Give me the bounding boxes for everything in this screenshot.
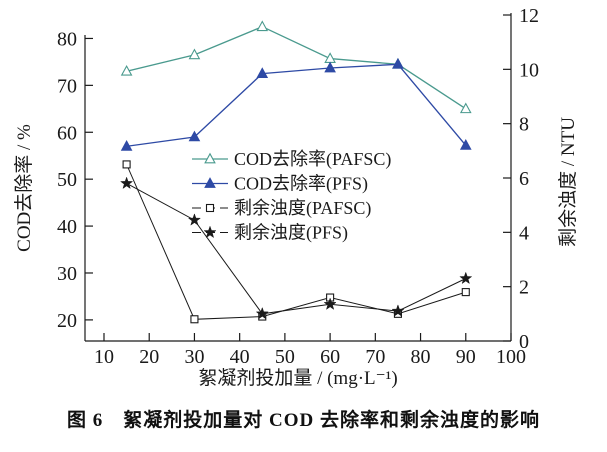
x-tick-label: 100 [496, 346, 526, 368]
left-tick-label: 30 [57, 263, 77, 285]
left-tick-label: 20 [57, 310, 77, 332]
triangle-filled-marker [120, 139, 133, 151]
right-tick-label: 2 [519, 277, 529, 299]
legend-label: 剩余浊度(PAFSC) [234, 198, 371, 219]
x-tick-label: 70 [365, 346, 385, 368]
triangle-filled-marker [459, 139, 472, 150]
x-tick-label: 40 [230, 346, 250, 368]
cod-turbidity-line-chart: 20 30 40 50 60 70 80 0 2 4 6 8 10 12 10 20 30 40 50 60 70 80 9… [13, 5, 579, 389]
square-marker [205, 203, 215, 213]
triangle-open-marker [459, 102, 472, 114]
x-tick-label: 80 [411, 346, 431, 368]
star-marker [323, 297, 337, 310]
star-marker [459, 271, 473, 285]
right-tick-label: 12 [519, 5, 539, 27]
left-tick-label: 50 [57, 169, 77, 191]
series-3 [119, 176, 473, 320]
star-marker [119, 176, 134, 190]
legend-label: COD去除率(PFS) [234, 174, 368, 195]
triangle-open-marker [120, 64, 133, 76]
series-1 [120, 57, 472, 151]
triangle-open-marker [324, 52, 336, 63]
legend-label: 剩余浊度(PFS) [234, 223, 348, 244]
series-line [126, 182, 467, 315]
x-axis-title: 絮凝剂投加量 / (mg·L⁻¹) [198, 367, 397, 389]
legend-item: 剩余浊度(PFS) [192, 223, 348, 244]
series-line [126, 25, 467, 110]
legend-item: COD去除率(PAFSC) [192, 149, 391, 170]
square-marker [122, 160, 131, 169]
series-line [126, 63, 467, 147]
x-tick-label: 10 [94, 346, 114, 368]
right-tick-label: 10 [519, 59, 539, 81]
star-marker [255, 306, 269, 320]
star-marker [203, 225, 217, 239]
right-tick-label: 4 [519, 222, 529, 244]
triangle-open-marker [256, 20, 269, 32]
triangle-filled-marker [392, 57, 404, 69]
left-axis-title: COD去除率 / % [13, 124, 35, 252]
x-tick-label: 60 [320, 346, 340, 368]
x-tick-label: 50 [275, 346, 295, 368]
left-tick-label: 80 [57, 28, 77, 50]
triangle-open-marker [204, 152, 216, 164]
triangle-filled-marker [204, 177, 216, 188]
triangle-filled-marker [256, 67, 269, 78]
right-tick-label: 0 [519, 331, 529, 353]
figure-caption: 图 6 絮凝剂投加量对 COD 去除率和剩余浊度的影响 [67, 410, 540, 431]
series-0 [120, 20, 472, 114]
legend-item: COD去除率(PFS) [192, 174, 368, 195]
left-tick-label: 40 [57, 216, 77, 238]
tick-marks: 20 30 40 50 60 70 80 0 2 4 6 8 10 12 10 20 30 40 50 60 70 80 9… [57, 5, 539, 368]
right-tick-label: 6 [519, 168, 529, 190]
triangle-filled-marker [324, 61, 336, 73]
legend-item: 剩余浊度(PAFSC) [192, 198, 371, 219]
triangle-filled-marker [188, 130, 201, 142]
square-marker [190, 315, 199, 324]
x-tick-label: 20 [139, 346, 159, 368]
star-marker [391, 304, 405, 317]
series-line [126, 164, 466, 320]
legend: COD去除率(PAFSC) COD去除率(PFS) 剩余浊度(PAFSC) 剩余浊度(… [192, 149, 391, 244]
left-tick-label: 70 [57, 75, 77, 97]
x-tick-label: 90 [456, 346, 476, 368]
x-tick-label: 30 [184, 346, 204, 368]
right-tick-label: 8 [519, 114, 529, 136]
left-tick-label: 60 [57, 122, 77, 144]
square-marker [461, 288, 470, 297]
legend-label: COD去除率(PAFSC) [234, 149, 391, 170]
triangle-open-marker [188, 48, 201, 60]
star-marker [187, 213, 202, 226]
right-axis-title: 剩余浊度 / NTU [557, 117, 579, 247]
